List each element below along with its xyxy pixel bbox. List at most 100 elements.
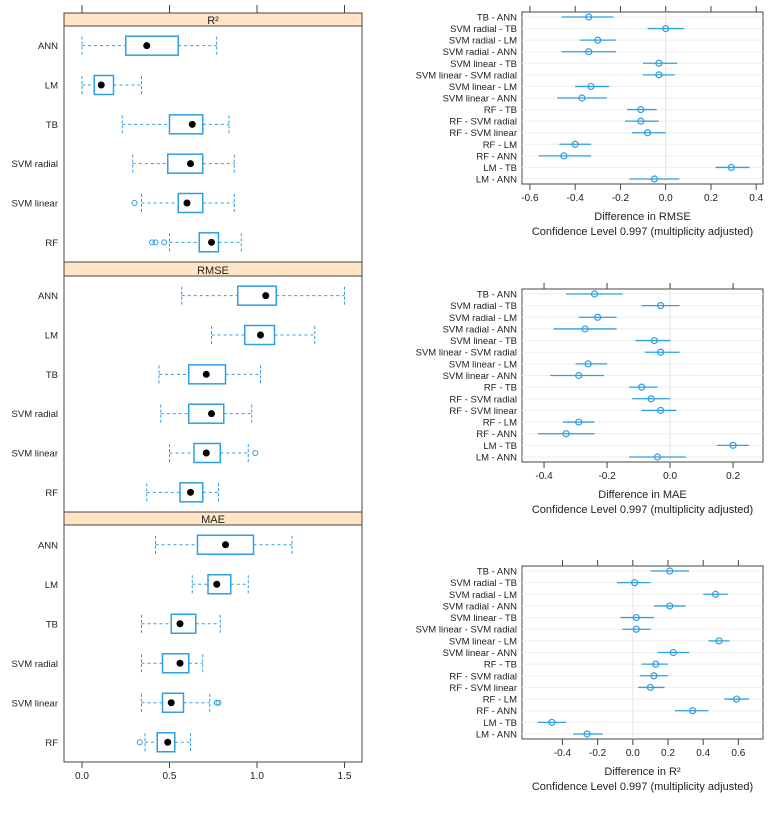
comparison-label: SVM radial - ANN — [443, 324, 518, 335]
comparison-label: SVM linear - TB — [450, 59, 517, 70]
comparison-label: SVM radial - TB — [450, 24, 517, 35]
model-label: SVM radial — [12, 409, 58, 420]
x-tick-label: -0.2 — [598, 471, 616, 482]
estimate-point — [655, 59, 663, 67]
x-axis-label: Difference in MAE — [598, 489, 686, 501]
estimate-point — [575, 418, 583, 426]
estimate-point — [715, 637, 723, 645]
comparison-label: LM - TB — [483, 718, 517, 729]
estimate-point — [584, 360, 592, 368]
model-label: ANN — [38, 291, 58, 302]
boxplot-lm: LM — [45, 74, 142, 96]
strip-0 — [63, 12, 363, 27]
comparison-label: RF - SVM radial — [449, 117, 517, 128]
x-tick-label: 1.0 — [250, 771, 264, 782]
boxplot-svm-linear: SVM linear — [12, 192, 235, 214]
x-tick-label: 0.6 — [731, 748, 745, 759]
x-tick-label: -0.2 — [612, 193, 630, 204]
outlier-point — [161, 239, 168, 246]
model-label: SVM linear — [12, 449, 58, 460]
boxplot-ann: ANN — [38, 285, 345, 306]
outlier-point — [252, 450, 259, 456]
outlier-point — [215, 699, 222, 706]
estimate-point — [637, 105, 645, 114]
comparison-label: LM - ANN — [476, 453, 517, 464]
boxplot-tb: TB — [46, 114, 230, 135]
strip-label: RMSE — [197, 265, 229, 277]
boxplot-lm: LM — [45, 574, 249, 595]
box — [237, 285, 277, 306]
estimate-point — [594, 313, 602, 321]
model-label: SVM linear — [12, 698, 58, 709]
estimate-point — [666, 567, 674, 575]
estimate-point — [562, 430, 570, 438]
median-dot — [208, 238, 215, 246]
comparison-label: SVM linear - TB — [450, 613, 517, 624]
comparison-label: SVM radial - TB — [450, 301, 517, 312]
median-dot — [208, 410, 215, 418]
estimate-point — [647, 395, 655, 403]
x-tick-label: 0.0 — [75, 771, 89, 782]
estimate-point — [638, 383, 646, 391]
comparison-label: RF - SVM linear — [449, 683, 517, 694]
outlier-point — [131, 200, 138, 206]
box — [188, 403, 225, 424]
comparison-label: SVM radial - LM — [449, 36, 517, 47]
estimate-point — [733, 695, 741, 703]
box — [161, 653, 190, 674]
model-label: LM — [45, 81, 58, 92]
comparison-label: SVM linear - LM — [449, 636, 517, 647]
comparison-label: SVM radial - LM — [449, 313, 517, 324]
median-dot — [257, 331, 264, 339]
median-dot — [164, 738, 172, 746]
estimate-point — [689, 707, 697, 715]
estimate-point — [632, 613, 640, 622]
x-tick-label: 0.4 — [749, 193, 763, 204]
box — [125, 35, 179, 56]
model-label: SVM radial — [12, 659, 58, 670]
comparison-label: RF - SVM linear — [449, 406, 517, 417]
outlier-point — [136, 739, 143, 746]
estimate-point — [666, 602, 674, 610]
estimate-point — [653, 453, 662, 461]
comparison-label: RF - TB — [484, 105, 517, 116]
x-tick-label: 0.0 — [659, 193, 673, 204]
comparison-label: SVM linear - ANN — [443, 648, 518, 659]
estimate-point — [727, 163, 735, 172]
estimate-point — [643, 129, 652, 137]
x-tick-label: 0.0 — [626, 748, 640, 759]
estimate-point — [594, 36, 602, 44]
estimate-point — [590, 290, 599, 298]
median-dot — [222, 541, 229, 549]
box — [167, 153, 204, 174]
estimate-point — [587, 82, 595, 91]
x-tick-label: -0.4 — [554, 748, 572, 759]
comparison-label: LM - TB — [483, 163, 517, 174]
model-label: TB — [46, 619, 58, 630]
x-axis-label: Difference in RMSE — [594, 211, 690, 223]
median-dot — [97, 81, 105, 89]
comparison-label: SVM linear - LM — [449, 82, 517, 93]
x-axis-label: Difference in R² — [604, 766, 681, 778]
comparison-label: SVM linear - LM — [449, 359, 517, 370]
model-label: LM — [45, 580, 58, 591]
comparison-label: RF - SVM linear — [449, 128, 517, 139]
comparison-label: SVM linear - SVM radial — [416, 625, 517, 636]
comparison-label: RF - LM — [483, 140, 517, 151]
strip-label: R² — [207, 15, 219, 27]
estimate-point — [585, 48, 593, 56]
comparison-label: SVM radial - TB — [450, 578, 517, 589]
model-label: RF — [45, 488, 58, 499]
model-label: RF — [45, 238, 58, 249]
model-label: RF — [45, 738, 58, 749]
estimate-point — [578, 94, 586, 102]
boxplot-tb: TB — [46, 613, 221, 634]
comparison-label: TB - ANN — [477, 567, 517, 578]
comparison-label: SVM linear - ANN — [443, 94, 518, 105]
confidence-subtitle: Confidence Level 0.997 (multiplicity adj… — [532, 781, 753, 793]
comparison-label: SVM radial - ANN — [443, 601, 518, 612]
estimate-point — [581, 325, 589, 333]
comparison-label: TB - ANN — [477, 290, 517, 301]
